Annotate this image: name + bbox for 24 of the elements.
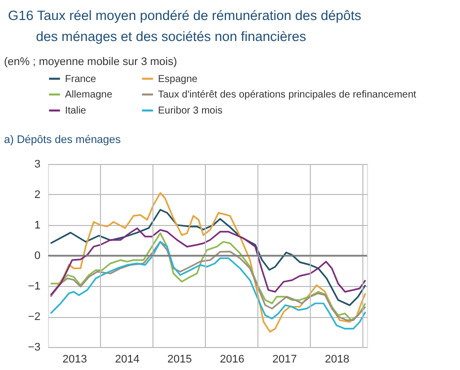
x-tick-label: 2014	[114, 354, 140, 366]
legend-label: Taux d'intérêt des opérations principales de refinancement	[158, 90, 416, 100]
y-tick-label: 2	[34, 189, 40, 201]
x-tick-label: 2013	[62, 354, 87, 366]
y-tick-label: −2	[28, 311, 40, 323]
x-tick-label: 2016	[220, 354, 244, 366]
y-tick-label: −1	[28, 280, 40, 292]
x-tick-label: 2017	[272, 354, 297, 366]
chart-subtitle: (en% ; moyenne mobile sur 3 mois)	[4, 56, 178, 68]
line-series	[50, 208, 366, 306]
legend-label: Espagne	[158, 74, 198, 85]
chart-title: G16 Taux réel moyen pondéré de rémunération des dépôts des ménages et des sociétés non financières	[8, 8, 362, 44]
x-tick-label: 2015	[167, 354, 192, 366]
y-tick-label: 1	[34, 220, 40, 232]
legend-label: Allemagne	[65, 90, 113, 100]
y-tick-label: 0	[34, 250, 40, 262]
legend-label: France	[65, 74, 97, 85]
legend-label: Italie	[65, 106, 87, 116]
x-tick-label: 2018	[324, 354, 350, 366]
legend-label: Euribor 3 mois	[158, 106, 222, 116]
line-series	[50, 228, 366, 296]
y-tick-label: 3	[34, 158, 40, 170]
y-tick-label: −3	[28, 342, 40, 354]
text: a) Dépôts des ménages	[4, 134, 122, 146]
